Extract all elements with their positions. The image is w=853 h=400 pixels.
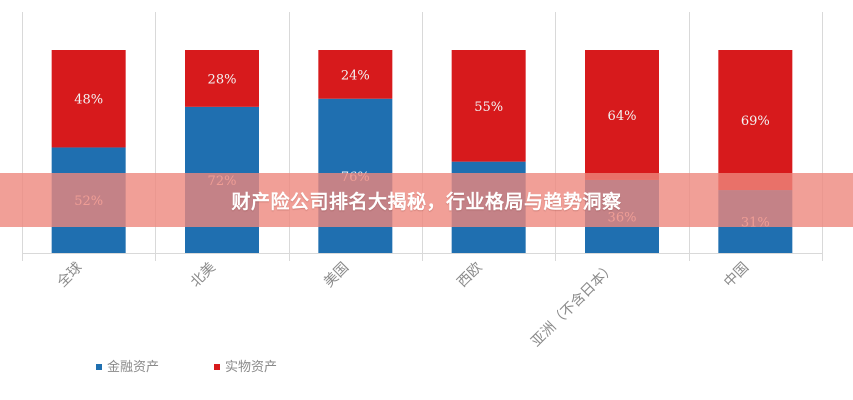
- legend-label: 实物资产: [225, 360, 277, 375]
- x-tick-label: 北美: [188, 260, 219, 291]
- bar-segment-physical: [318, 50, 393, 99]
- legend-swatch: [214, 364, 220, 370]
- data-label: 64%: [608, 109, 637, 124]
- data-label: 69%: [741, 114, 770, 129]
- x-tick-label: 亚洲（不含日本）: [528, 260, 619, 351]
- data-label: 55%: [474, 100, 503, 115]
- title-banner: 财产险公司排名大揭秘，行业格局与趋势洞察: [0, 173, 853, 227]
- legend-label: 金融资产: [107, 359, 159, 375]
- x-tick-label: 全球: [54, 259, 86, 291]
- x-tick-label: 美国: [321, 260, 352, 291]
- bar-segment-physical: [451, 50, 526, 162]
- data-label: 24%: [341, 68, 370, 83]
- bar-segment-physical: [585, 50, 659, 180]
- x-tick-label: 西欧: [454, 260, 485, 291]
- bar-segment-physical: [51, 50, 126, 148]
- data-label: 48%: [74, 93, 103, 108]
- banner-title: 财产险公司排名大揭秘，行业格局与趋势洞察: [231, 190, 622, 213]
- bar-segment-physical: [185, 50, 259, 107]
- x-tick-label: 中国: [721, 260, 752, 291]
- legend-swatch: [96, 364, 102, 370]
- bar-segment-physical: [718, 50, 793, 191]
- data-label: 28%: [208, 72, 237, 87]
